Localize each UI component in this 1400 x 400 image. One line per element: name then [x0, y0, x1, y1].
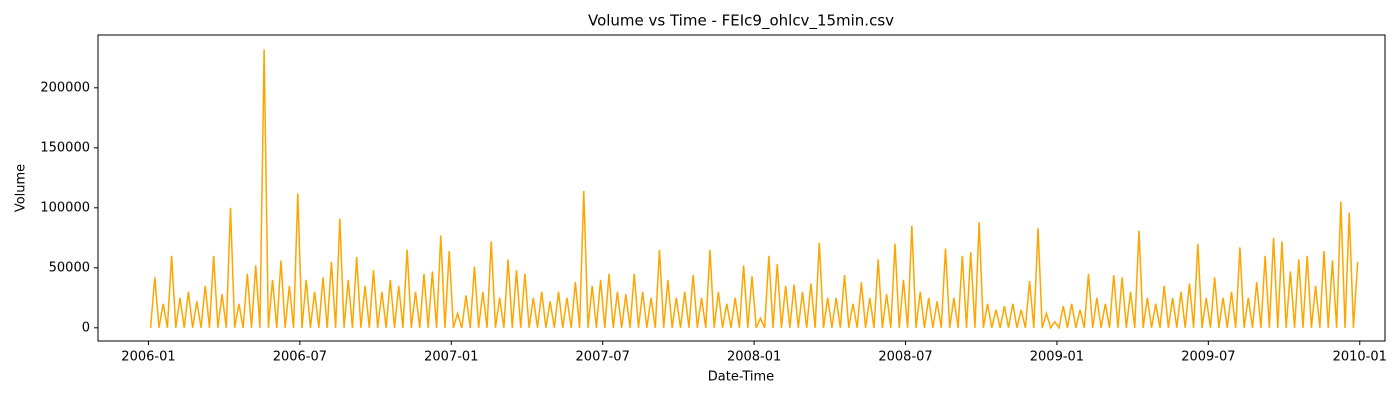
x-tick-label: 2008-07	[878, 350, 932, 365]
chart-title: Volume vs Time - FEIc9_ohlcv_15min.csv	[588, 12, 894, 31]
y-tick-label: 150000	[40, 140, 90, 155]
y-tick-label: 50000	[49, 260, 90, 275]
x-tick-label: 2008-01	[727, 350, 781, 365]
x-tick-label: 2009-07	[1181, 350, 1235, 365]
y-tick-label: 0	[82, 320, 90, 335]
plot-frame	[97, 34, 1386, 342]
x-tick-label: 2007-07	[576, 350, 630, 365]
y-axis-label: Volume	[14, 164, 29, 212]
x-tick-label: 2010-01	[1333, 350, 1387, 365]
x-axis-label: Date-Time	[708, 370, 774, 385]
x-tick-label: 2006-01	[121, 350, 175, 365]
y-tick-label: 100000	[40, 200, 90, 215]
y-tick-label: 200000	[40, 80, 90, 95]
x-tick-label: 2009-01	[1030, 350, 1084, 365]
x-tick-label: 2007-01	[424, 350, 478, 365]
x-tick-label: 2006-07	[273, 350, 327, 365]
volume-line	[149, 49, 1359, 330]
